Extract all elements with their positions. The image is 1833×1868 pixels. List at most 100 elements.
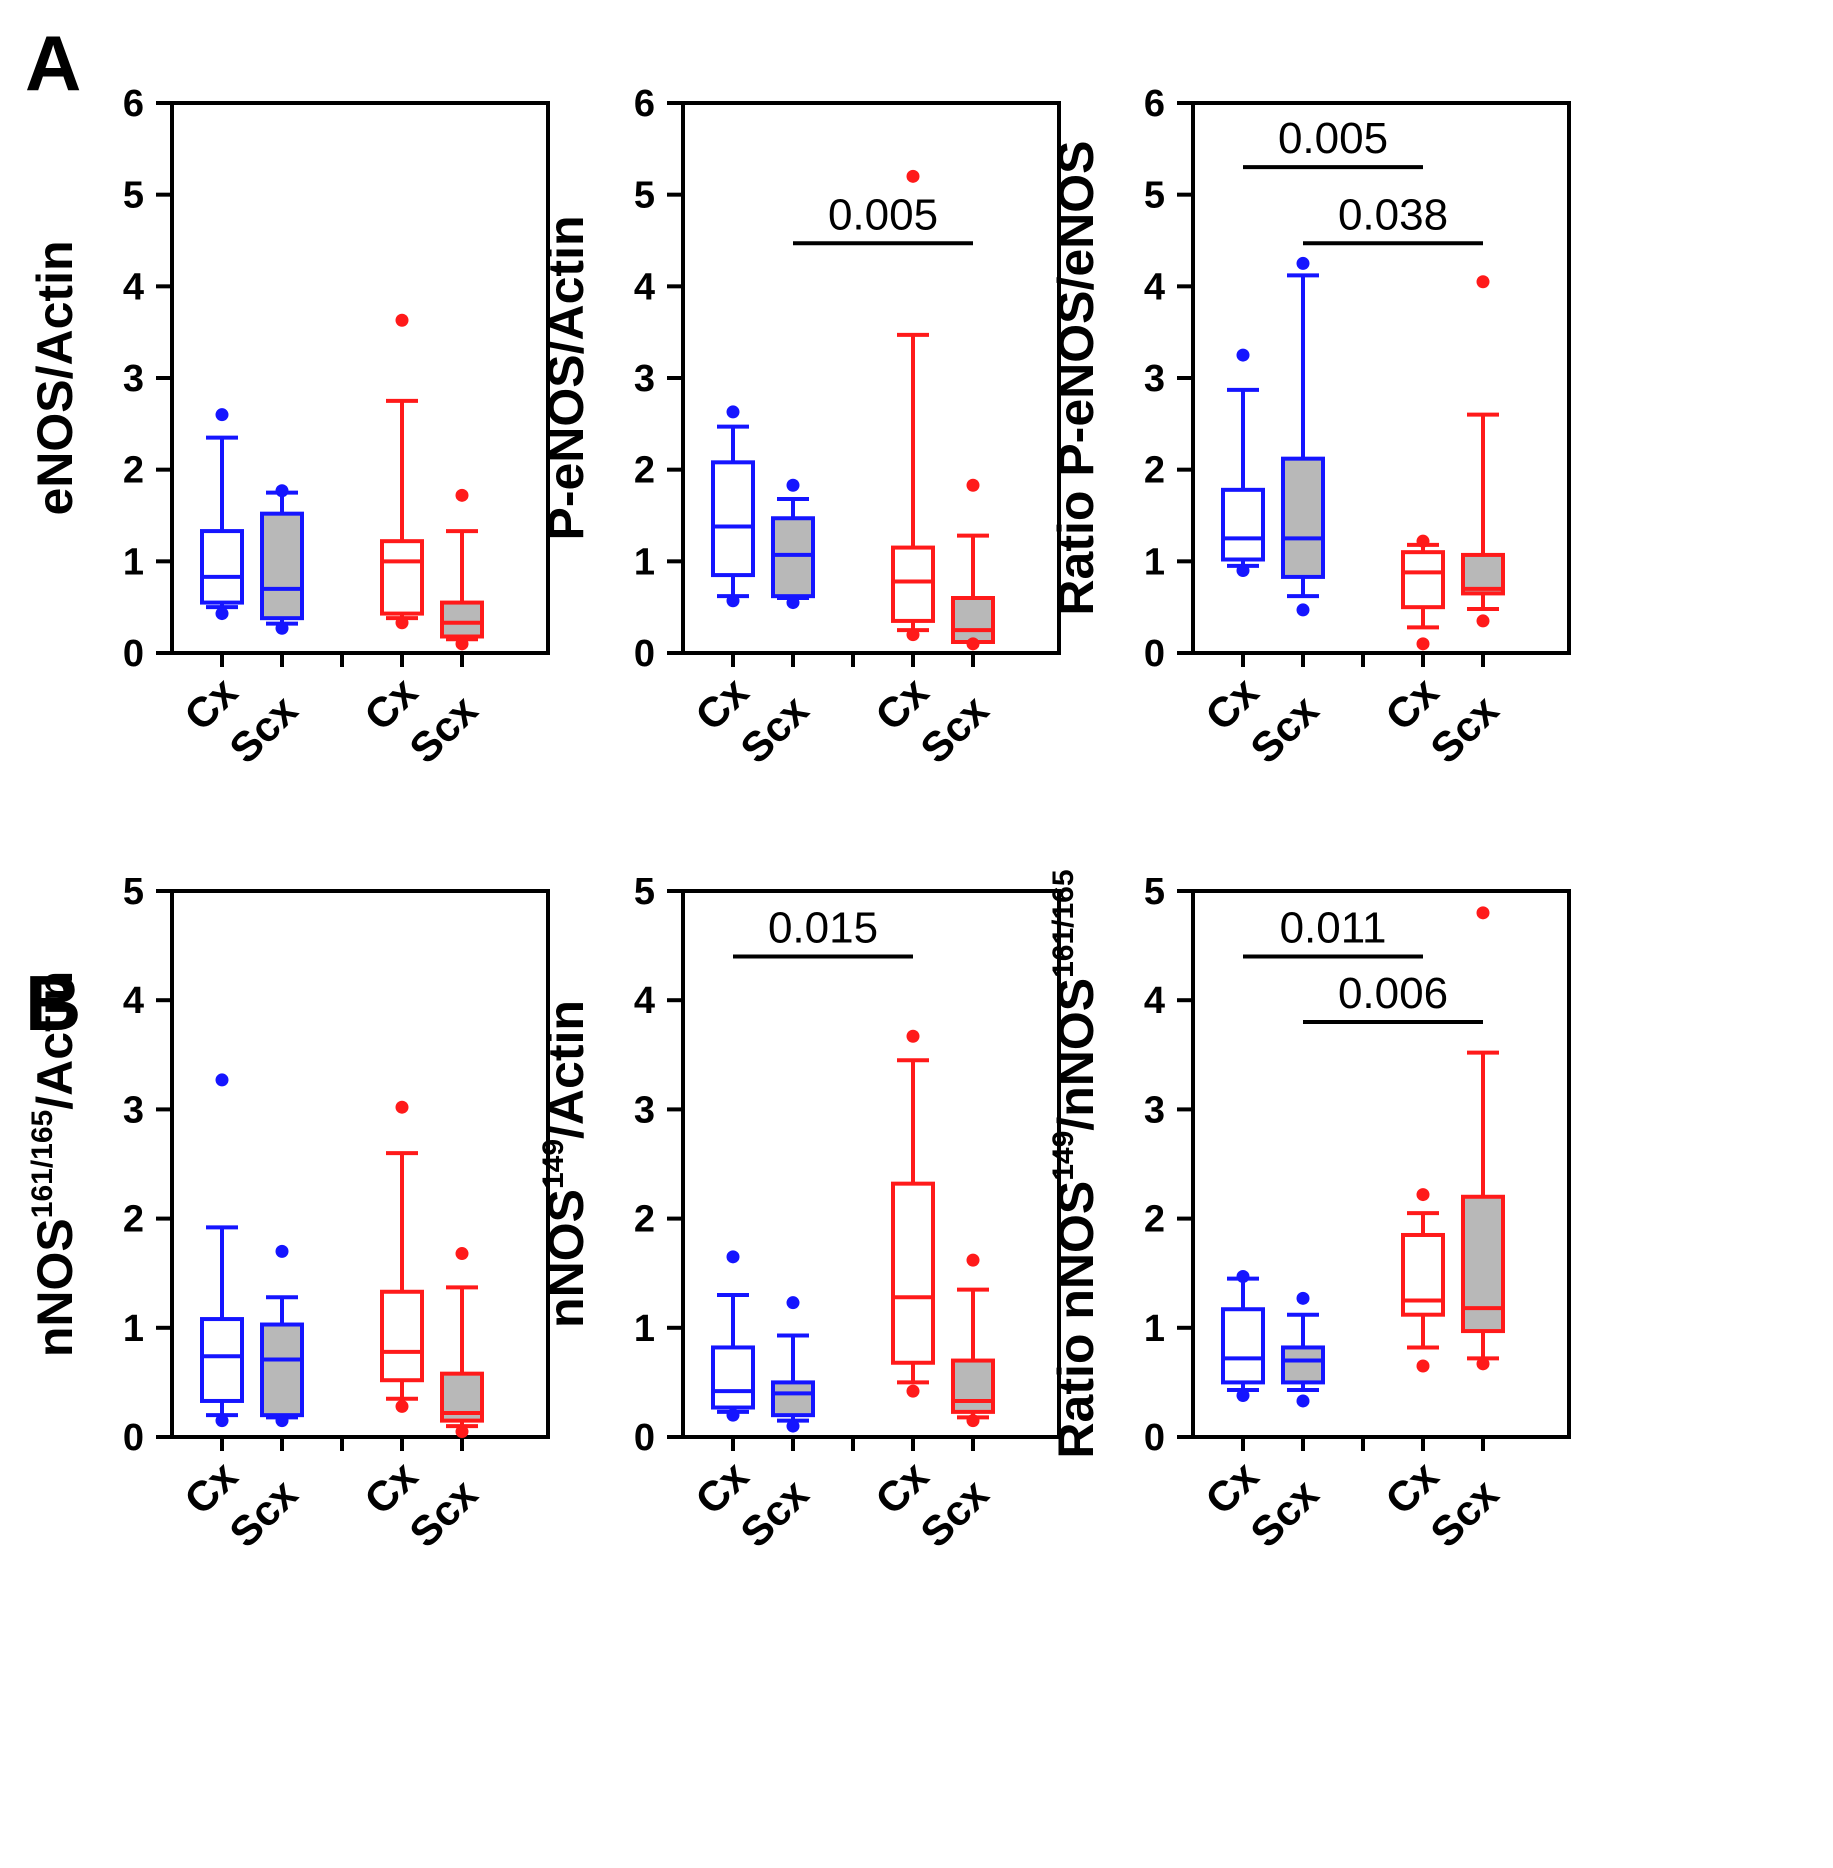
y-axis-label-superscript: 149 [537,1139,570,1189]
outlier-point [275,621,289,635]
y-tick-label: 5 [1144,871,1165,913]
y-axis-label-superscript-2: 161/165 [1047,869,1080,977]
p-value-label: 0.005 [1278,114,1388,163]
y-tick-label: 2 [123,1199,144,1241]
outlier-point [455,1247,469,1261]
outlier-point [786,596,800,610]
outlier-point [215,1073,229,1087]
box-rect [891,1181,935,1365]
outlier-point [455,1425,469,1439]
y-axis-label: P-eNOS/Actin [538,215,594,540]
box-1 [771,1296,815,1433]
outlier-point [395,313,409,327]
box-rect [440,600,484,639]
box-1 [1281,1291,1325,1408]
y-axis-label-superscript: 161/165 [26,1110,59,1218]
box-rect [1401,550,1445,610]
y-tick-label: 0 [123,633,144,675]
y-tick-label: 3 [634,1089,655,1131]
panel-label-b: B [25,959,81,1047]
box-rect [771,516,815,599]
outlier-point [1416,1359,1430,1373]
box-rect [260,511,304,621]
y-tick-label: 5 [634,175,655,217]
outlier-point [215,1414,229,1428]
y-tick-label: 5 [1144,175,1165,217]
y-tick-label: 4 [1144,266,1165,308]
y-axis-label: eNOS/Actin [27,240,83,515]
box-rect [1221,1307,1265,1385]
box-2 [891,169,935,642]
outlier-point [726,405,740,419]
box-1 [260,484,304,635]
box-3 [440,488,484,651]
outlier-point [906,1029,920,1043]
y-tick-label: 2 [1144,450,1165,492]
y-tick-label: 2 [1144,1199,1165,1241]
box-1 [260,1244,304,1428]
outlier-point [786,478,800,492]
box-2 [380,313,424,630]
outlier-point [275,484,289,498]
outlier-point [1236,1269,1250,1283]
outlier-point [1296,1394,1310,1408]
y-tick-label: 1 [634,541,655,583]
box-3 [440,1247,484,1439]
y-axis-label-tail: /Actin [27,971,83,1110]
panel-label-a: A [25,19,81,107]
outlier-point [1236,564,1250,577]
y-tick-label: 1 [1144,541,1165,583]
box-3 [951,478,995,651]
box-2 [1401,534,1445,651]
box-rect [380,1289,424,1383]
box-rect [1281,456,1325,579]
y-axis-label: nNOS161/165/Actin [26,971,83,1357]
box-3 [951,1253,995,1428]
outlier-point [395,1399,409,1413]
outlier-point [1476,906,1490,920]
outlier-point [215,408,229,422]
y-tick-label: 1 [123,1308,144,1350]
box-rect [711,460,755,578]
y-tick-label: 5 [123,871,144,913]
box-1 [1281,256,1325,617]
outlier-point [1416,637,1430,651]
box-rect [951,596,995,644]
y-axis-label-main: P-eNOS/Actin [538,215,594,540]
outlier-point [1296,1291,1310,1305]
outlier-point [1476,1357,1490,1371]
y-tick-label: 3 [1144,358,1165,400]
y-axis-label-mid: /nNOS [1048,978,1104,1131]
plot-frame [681,889,1061,1439]
p-value-label: 0.015 [768,904,878,953]
y-axis-label: nNOS149/Actin [537,1000,594,1328]
box-rect [1461,1194,1505,1334]
box-0 [1221,348,1265,577]
y-axis-label-main: nNOS [27,1218,83,1357]
p-value-label: 0.038 [1338,190,1448,239]
outlier-point [966,1414,980,1428]
box-2 [891,1029,935,1398]
y-axis-label-tail: /Actin [538,1000,594,1139]
box-0 [711,405,755,608]
y-axis-label: Ratio P-eNOS/eNOS [1048,140,1104,615]
y-tick-label: 1 [1144,1308,1165,1350]
y-axis-label: Ratio nNOS149/nNOS161/165 [1047,869,1104,1458]
y-axis-label-main: Ratio nNOS [1048,1181,1104,1459]
y-axis-label-main: Ratio P-eNOS/eNOS [1048,140,1104,615]
outlier-point [455,488,469,502]
outlier-point [1476,614,1490,628]
y-tick-label: 2 [634,1199,655,1241]
p-value-label: 0.006 [1338,969,1448,1018]
outlier-point [906,169,920,183]
y-tick-label: 5 [123,175,144,217]
plot-frame [1191,889,1571,1439]
y-tick-label: 0 [634,1417,655,1459]
p-value-label: 0.005 [828,190,938,239]
box-0 [200,408,244,621]
outlier-point [786,1419,800,1433]
outlier-point [1416,534,1430,548]
